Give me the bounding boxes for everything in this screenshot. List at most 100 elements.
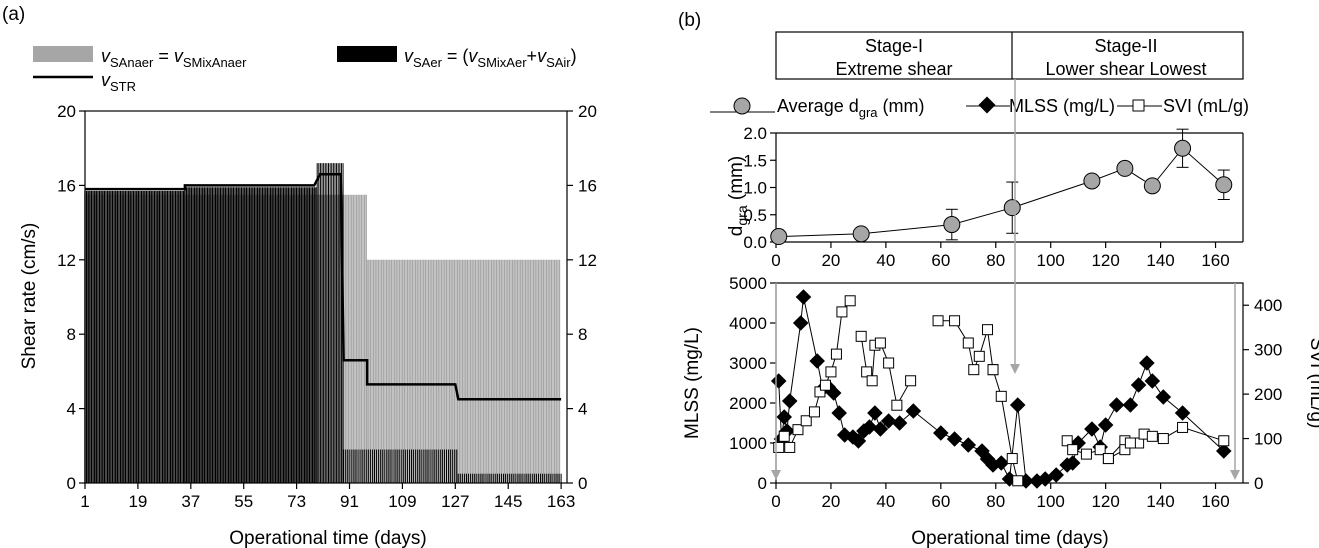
stage-i-title: Stage-I <box>865 36 923 56</box>
svi-point <box>778 430 790 442</box>
mlss-y-tick-label: 0 <box>758 474 767 493</box>
y2-tick-label: 20 <box>578 102 597 121</box>
y-tick-label: 20 <box>57 102 76 121</box>
svi-point <box>962 337 974 349</box>
legend-anaer-swatch <box>33 46 93 62</box>
panel-b: (b) Stage-I Extreme shear Stage-II Lower… <box>678 10 1319 548</box>
mlss-y-tick-label: 2000 <box>729 394 767 413</box>
stage-i-subtitle: Extreme shear <box>835 59 952 79</box>
legend-aer-text: vSAer = (vSMixAer+vSAir) <box>404 46 577 70</box>
mlss-ylabel: MLSS (mg/L) <box>682 327 703 439</box>
mlss-point <box>1097 417 1114 433</box>
mlss-point <box>770 373 787 389</box>
dgra-y-tick-label: 2.0 <box>743 124 767 143</box>
svi-point <box>855 330 867 342</box>
svi-line <box>778 300 851 449</box>
dgra-x-tick-label: 120 <box>1091 251 1119 270</box>
stage-ii-title: Stage-II <box>1094 36 1157 56</box>
panel-a-axes: 0 4 8 12 16 20 0 4 8 12 16 20 1 19 37 55 73 91 109 127 145 16… <box>57 102 597 511</box>
mlss-point <box>1155 389 1172 405</box>
svi-point <box>800 415 812 427</box>
svi-point <box>932 315 944 327</box>
svi-y-tick-label: 400 <box>1254 296 1282 315</box>
dgra-point <box>943 216 961 234</box>
svi-point <box>949 315 961 327</box>
svi-point <box>830 348 842 360</box>
svi-point <box>1102 453 1114 465</box>
x-tick-label: 109 <box>388 492 416 511</box>
dgra-x-tick-label: 160 <box>1201 251 1229 270</box>
x-tick-label: 19 <box>128 492 147 511</box>
mlss-y-tick-label: 1000 <box>729 434 767 453</box>
svi-point <box>1067 444 1079 456</box>
panel-a-ylabel: Shear rate (cm/s) <box>19 223 40 370</box>
y-tick-label: 12 <box>57 251 76 270</box>
y-tick-label: 4 <box>67 400 76 419</box>
y2-tick-label: 12 <box>578 251 597 270</box>
mlss-point <box>781 393 798 409</box>
mlss-point <box>809 353 825 369</box>
legend-mlss-marker <box>978 96 996 114</box>
mlss-x-tick-label: 160 <box>1201 492 1229 511</box>
svi-point <box>808 406 820 418</box>
mlss-x-tick-label: 20 <box>821 492 840 511</box>
mlss-point <box>933 425 949 441</box>
mlss-line <box>778 296 1225 482</box>
svi-point <box>836 306 848 318</box>
legend-svi-marker <box>1132 99 1145 112</box>
dgra-ylabel: dgra (mm) <box>726 156 750 236</box>
svi-point <box>1157 433 1169 445</box>
mlss-point <box>993 455 1010 471</box>
mlss-point <box>1009 397 1026 413</box>
x-tick-label: 73 <box>287 492 306 511</box>
stage-ii-subtitle: Lower shear Lowest <box>1045 59 1206 79</box>
svi-y-tick-label: 300 <box>1254 341 1282 360</box>
mlss-point <box>1122 397 1139 413</box>
mlss-point <box>946 431 963 447</box>
dgra-point <box>1003 199 1021 217</box>
svi-point <box>1146 430 1158 442</box>
mlss-point <box>960 437 977 453</box>
dgra-x-tick-label: 20 <box>821 251 840 270</box>
legend-svi-text: SVI (mL/g) <box>1163 96 1249 116</box>
legend-aer-swatch <box>337 46 397 62</box>
svi-point <box>773 441 785 453</box>
svi-point <box>883 357 895 369</box>
svi-point <box>1006 453 1018 465</box>
svi-point <box>819 379 831 391</box>
dgra-x-tick-label: 40 <box>876 251 895 270</box>
svi-point <box>874 337 886 349</box>
legend-str-text: vSTR <box>101 70 136 94</box>
mlss-point <box>831 405 847 421</box>
svi-point <box>1080 448 1092 460</box>
shear-bars <box>84 163 562 483</box>
mlss-x-tick-label: 0 <box>771 492 780 511</box>
svi-point <box>1012 475 1024 487</box>
mlss-point <box>867 405 883 421</box>
mlss-x-tick-label: 140 <box>1146 492 1174 511</box>
panel-a: (a) vSAnaer = vSMixAnaer vSAer = (vSMixA… <box>2 4 597 548</box>
dgra-point <box>1083 172 1101 190</box>
mlss-x-tick-label: 100 <box>1037 492 1065 511</box>
y-tick-label: 8 <box>67 325 76 344</box>
svi-point <box>866 375 878 387</box>
legend-mlss-text: MLSS (mg/L) <box>1009 96 1115 116</box>
dgra-y-tick-label: 1.5 <box>743 151 767 170</box>
mlss-y-tick-label: 3000 <box>729 354 767 373</box>
svi-ylabel: SVI (mL/g) <box>1306 338 1319 429</box>
dgra-x-tick-label: 60 <box>931 251 950 270</box>
str-line-path <box>85 172 562 401</box>
start-arrow-head <box>771 470 781 480</box>
svi-y-tick-label: 100 <box>1254 430 1282 449</box>
panel-b-xlabel: Operational time (days) <box>911 528 1108 548</box>
stage-arrow-head <box>1009 364 1020 374</box>
dgra-point <box>1116 159 1134 177</box>
mlss-x-tick-label: 40 <box>876 492 895 511</box>
mlss-y-tick-label: 4000 <box>729 314 767 333</box>
panel-a-label: (a) <box>2 4 25 25</box>
x-tick-label: 163 <box>547 492 575 511</box>
y2-tick-label: 0 <box>578 474 587 493</box>
svi-point <box>784 441 796 453</box>
legend-dgra-marker <box>733 97 751 115</box>
